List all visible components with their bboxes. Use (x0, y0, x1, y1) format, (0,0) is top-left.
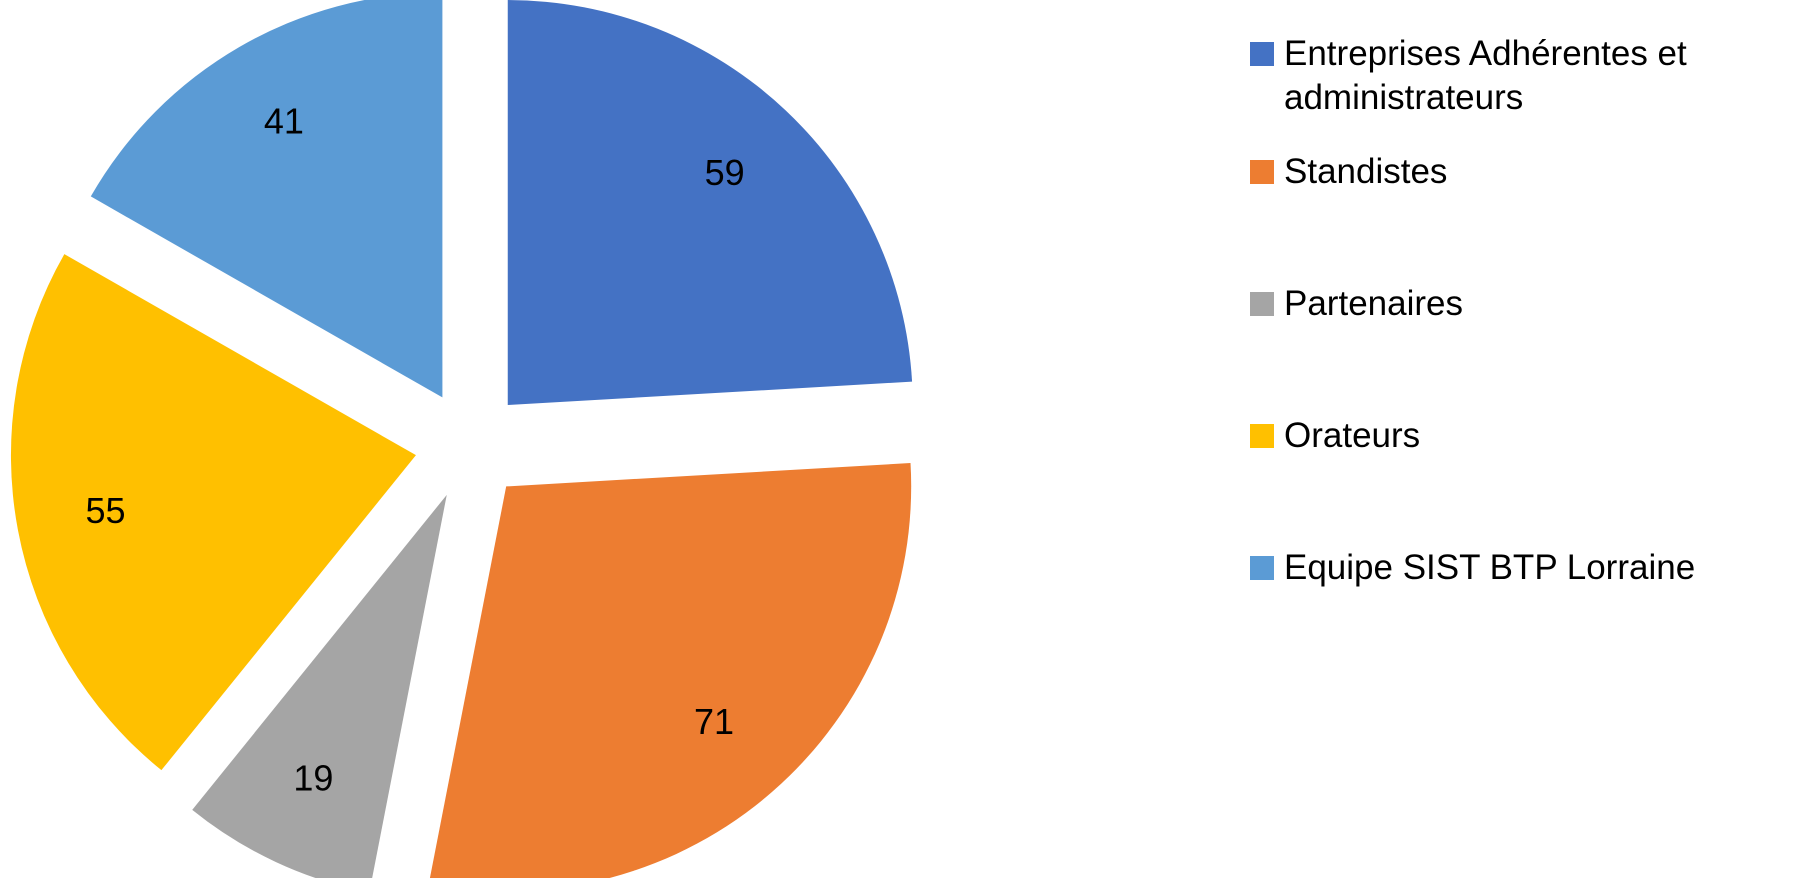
legend-label: Equipe SIST BTP Lorraine (1284, 548, 1696, 587)
legend-swatch (1250, 556, 1274, 580)
pie-slice (90, 0, 443, 398)
legend-label: Partenaires (1284, 284, 1463, 323)
data-label: 55 (85, 490, 125, 531)
legend-swatch (1250, 42, 1274, 66)
legend: Entreprises Adhérentes et administrateur… (1250, 32, 1750, 590)
pie-slice (10, 254, 416, 771)
legend-swatch (1250, 292, 1274, 316)
data-label: 19 (293, 758, 333, 799)
legend-item: Partenaires (1250, 282, 1750, 326)
pie-slice (507, 0, 913, 406)
data-label: 71 (694, 701, 734, 742)
legend-item: Equipe SIST BTP Lorraine (1250, 546, 1750, 590)
legend-label: Orateurs (1284, 416, 1421, 455)
legend-label: Entreprises Adhérentes et administrateur… (1284, 34, 1687, 117)
legend-item: Standistes (1250, 150, 1750, 194)
legend-swatch (1250, 160, 1274, 184)
legend-item: Entreprises Adhérentes et administrateur… (1250, 32, 1750, 120)
legend-label: Standistes (1284, 152, 1448, 191)
pie-slice (429, 463, 912, 878)
pie-slice (192, 494, 447, 878)
data-label: 41 (264, 101, 304, 142)
legend-item: Orateurs (1250, 414, 1750, 458)
data-label: 59 (705, 152, 745, 193)
legend-swatch (1250, 424, 1274, 448)
